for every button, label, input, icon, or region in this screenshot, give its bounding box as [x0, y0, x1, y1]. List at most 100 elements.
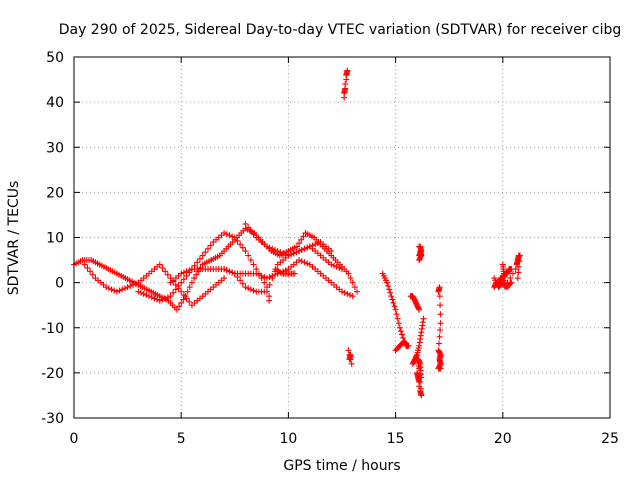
- data-point: [282, 251, 289, 258]
- data-point: [515, 269, 522, 276]
- y-tick-label: 40: [46, 95, 64, 111]
- data-point: [333, 263, 340, 270]
- data-point: [245, 285, 252, 292]
- data-point: [184, 288, 191, 295]
- data-point: [309, 242, 316, 249]
- y-axis-label: SDTVAR / TECUs: [6, 181, 22, 296]
- data-point: [186, 298, 193, 305]
- data-point: [266, 273, 273, 280]
- x-tick-label: 5: [177, 431, 186, 447]
- grid-lines: [74, 57, 610, 418]
- data-point: [417, 378, 424, 385]
- data-point: [293, 243, 300, 250]
- data-point: [103, 284, 110, 291]
- data-point: [202, 249, 209, 256]
- data-point: [221, 266, 228, 273]
- data-point: [436, 333, 443, 340]
- data-point: [156, 261, 163, 268]
- data-point: [188, 279, 195, 286]
- data-point: [388, 293, 395, 300]
- data-point: [349, 293, 356, 300]
- data-point: [341, 289, 348, 296]
- data-point: [237, 277, 244, 284]
- data-point: [515, 263, 522, 270]
- data-point: [291, 270, 298, 277]
- data-point: [170, 289, 177, 296]
- data-point: [156, 297, 163, 304]
- data-point: [437, 302, 444, 309]
- data-point: [293, 249, 300, 256]
- data-point: [255, 271, 262, 278]
- data-point: [405, 342, 412, 349]
- data-point: [394, 315, 401, 322]
- data-point: [347, 275, 354, 282]
- data-point: [298, 258, 305, 265]
- data-point: [193, 271, 200, 278]
- data-point: [129, 281, 136, 288]
- data-point: [176, 303, 183, 310]
- data-point: [301, 259, 308, 266]
- data-point: [250, 231, 257, 238]
- data-point: [300, 233, 307, 240]
- data-point: [274, 248, 281, 255]
- data-point: [146, 293, 153, 300]
- data-point: [266, 244, 273, 251]
- data-point: [391, 303, 398, 310]
- data-point: [397, 328, 404, 335]
- data-point: [205, 245, 211, 252]
- data-point: [229, 269, 236, 276]
- data-point: [400, 339, 407, 346]
- data-point: [245, 224, 252, 231]
- data-point: [223, 231, 230, 238]
- data-point: [151, 295, 158, 302]
- data-point: [84, 264, 91, 271]
- data-point: [507, 280, 514, 287]
- data-point: [301, 245, 308, 252]
- data-point: [258, 272, 265, 279]
- data-point: [178, 288, 185, 295]
- data-point: [173, 306, 180, 313]
- data-point: [501, 284, 508, 291]
- data-point: [399, 331, 406, 338]
- data-point: [420, 315, 427, 322]
- data-point: [269, 245, 276, 252]
- data-point: [296, 248, 303, 255]
- data-point: [111, 287, 118, 294]
- data-point: [344, 290, 351, 297]
- data-point: [124, 284, 131, 291]
- data-point: [349, 279, 356, 286]
- data-point: [339, 288, 345, 295]
- data-point: [336, 264, 343, 271]
- x-tick-label: 10: [279, 431, 297, 447]
- data-point: [288, 251, 295, 258]
- data-point: [306, 243, 313, 250]
- data-point: [223, 267, 230, 274]
- data-point: [245, 252, 252, 259]
- data-point: [162, 268, 169, 275]
- data-point: [180, 276, 187, 283]
- data-point: [304, 244, 311, 251]
- data-point: [186, 284, 193, 291]
- data-point: [516, 258, 523, 265]
- data-point: [436, 340, 443, 347]
- data-point: [416, 252, 423, 259]
- data-point: [127, 283, 134, 290]
- data-point: [345, 347, 352, 354]
- data-point: [347, 292, 354, 299]
- data-point: [272, 246, 278, 253]
- data-point: [385, 283, 392, 290]
- data-point: [418, 374, 425, 381]
- data-point: [339, 266, 345, 273]
- data-point: [395, 320, 402, 327]
- data-point: [354, 288, 361, 295]
- data-point: [266, 281, 273, 288]
- data-point: [143, 292, 150, 299]
- data-point: [154, 296, 161, 303]
- y-tick-label: 20: [46, 185, 64, 201]
- data-point: [392, 306, 399, 313]
- data-point: [226, 232, 233, 239]
- x-tick-label: 20: [494, 431, 512, 447]
- data-point: [328, 248, 335, 255]
- data-point: [180, 269, 187, 276]
- data-point: [261, 279, 268, 286]
